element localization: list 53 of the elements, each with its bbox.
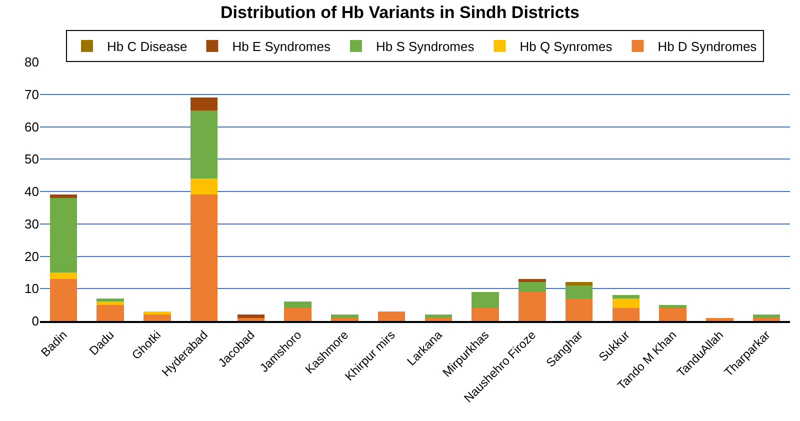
y-tick-label: 30 (24, 216, 39, 232)
bar (518, 282, 546, 292)
legend-label: Hb E Syndromes (232, 39, 331, 54)
bar (706, 318, 734, 321)
y-tick-label: 10 (24, 281, 39, 296)
bar (96, 298, 124, 302)
bar (565, 285, 593, 298)
bar (144, 314, 171, 321)
bar (424, 314, 452, 318)
bar (144, 311, 171, 315)
bar (472, 308, 499, 321)
legend-label: Hb Q Synromes (520, 39, 613, 54)
y-tick-label: 80 (24, 54, 39, 70)
bar (237, 314, 265, 318)
bar (565, 282, 593, 286)
bar (237, 318, 265, 321)
y-tick-label: 0 (32, 314, 39, 329)
bar (331, 314, 358, 318)
bar (612, 295, 640, 298)
bar (659, 304, 686, 308)
bar (518, 292, 546, 321)
bar (378, 311, 406, 321)
bar (284, 308, 312, 321)
chart-title: Distribution of Hb Variants in Sindh Districts (220, 3, 580, 22)
bar (424, 318, 452, 321)
bar (752, 314, 780, 318)
y-tick-label: 50 (24, 152, 39, 167)
legend-label: Hb C Disease (107, 39, 188, 54)
bar (190, 178, 218, 195)
legend-label: Hb S Syndromes (376, 39, 475, 54)
bar (284, 302, 312, 308)
bar (50, 278, 78, 321)
bar (190, 194, 218, 321)
bar (659, 308, 686, 321)
bar (190, 98, 218, 111)
bar (96, 304, 124, 321)
bar (518, 278, 546, 282)
bar (190, 110, 218, 179)
legend-label: Hb D Syndromes (658, 39, 758, 54)
y-tick-label: 60 (24, 119, 39, 134)
bar (752, 318, 780, 321)
bar (50, 194, 78, 198)
bar (612, 308, 640, 321)
bar (50, 272, 78, 279)
bar (565, 298, 593, 321)
bar (472, 292, 499, 308)
bar (96, 302, 124, 305)
y-tick-label: 40 (24, 184, 39, 200)
bar (612, 298, 640, 308)
y-tick-label: 20 (24, 248, 39, 264)
y-tick-label: 70 (24, 86, 39, 102)
bar (50, 198, 78, 272)
bar (331, 318, 358, 321)
